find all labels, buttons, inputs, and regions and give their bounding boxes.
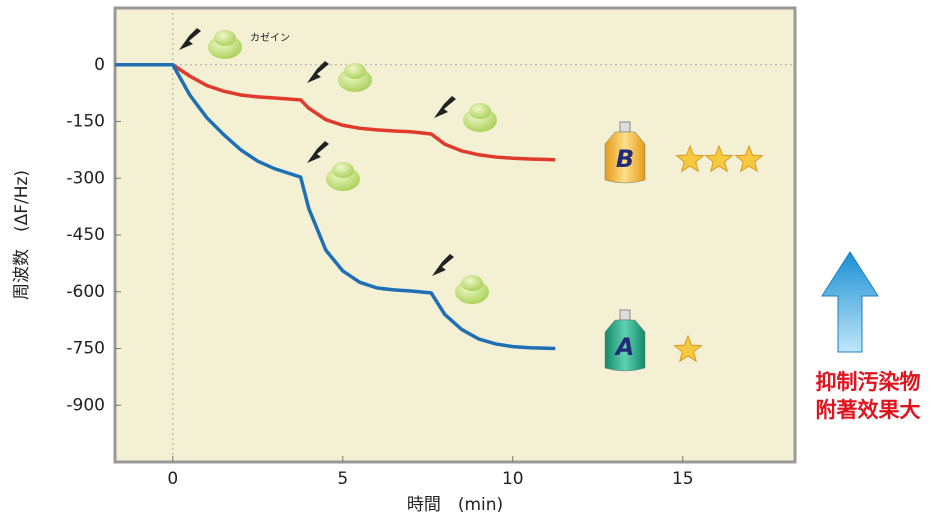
x-axis-label: 時間 (min) <box>407 495 503 515</box>
casein-blob <box>214 30 236 46</box>
side-note: 附著效果大 <box>816 398 921 422</box>
y-tick-label: -450 <box>66 225 105 245</box>
star <box>673 334 703 363</box>
injection-arrow <box>179 28 201 50</box>
star <box>675 144 705 173</box>
x-tick-label: 0 <box>167 469 178 489</box>
injection-arrow <box>307 141 329 163</box>
x-tick-label: 15 <box>672 469 694 489</box>
star <box>734 144 764 173</box>
y-tick-label: 0 <box>94 55 105 75</box>
side-note: 抑制汚染物 <box>816 370 921 394</box>
x-tick-label: 5 <box>337 469 348 489</box>
bottle-cap <box>619 309 631 321</box>
injection-arrow <box>434 96 456 118</box>
data-line <box>115 63 556 162</box>
annotation: カゼイン <box>250 32 290 44</box>
star <box>704 144 734 173</box>
y-tick-label: -600 <box>66 282 105 302</box>
casein-blob <box>461 275 483 291</box>
bottle <box>604 319 646 372</box>
casein-blob <box>344 63 366 79</box>
casein-blob <box>332 162 354 178</box>
plot-area <box>113 6 797 464</box>
y-tick-label: -300 <box>66 168 105 188</box>
y-tick-label: -150 <box>66 112 105 132</box>
casein-blob <box>469 103 491 119</box>
injection-arrow <box>432 254 454 276</box>
legend-label: B <box>616 145 634 173</box>
bottle <box>604 131 646 184</box>
data-line <box>115 63 556 351</box>
x-tick-label: 10 <box>502 469 524 489</box>
y-tick-label: -750 <box>66 339 105 359</box>
y-tick-label: -900 <box>66 395 105 415</box>
bottle-cap <box>619 121 631 133</box>
y-axis-label: 周波数 (ΔF/Hz) <box>12 170 32 300</box>
injection-arrow <box>307 61 329 83</box>
up-arrow <box>821 251 879 353</box>
legend-label: A <box>614 333 635 361</box>
